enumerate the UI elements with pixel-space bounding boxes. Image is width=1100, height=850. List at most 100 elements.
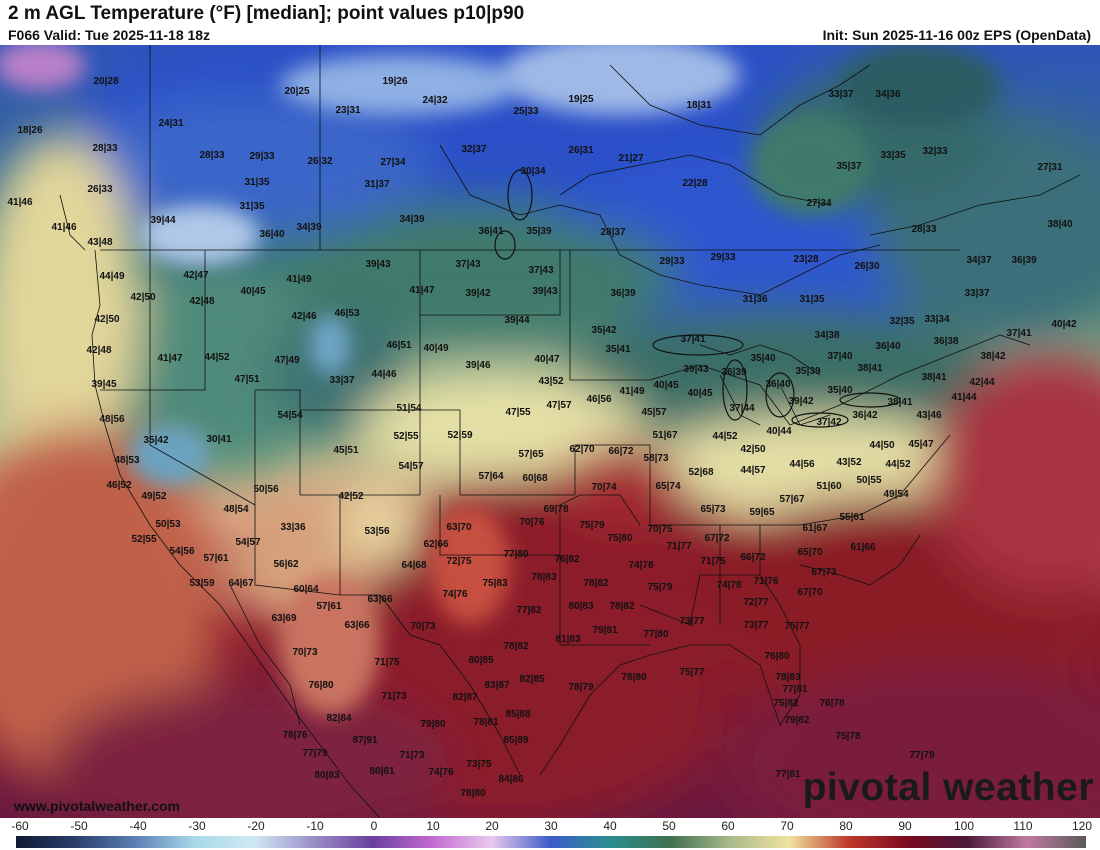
- point-value: 48|53: [114, 455, 140, 466]
- point-value: 60|64: [293, 584, 319, 595]
- point-value: 70|76: [519, 517, 545, 528]
- point-value: 78|82: [503, 641, 529, 652]
- temperature-map[interactable]: 20|28 18|26 28|33 24|31 20|25 19|26 24|32 23|31…: [0, 45, 1100, 818]
- point-value: 19|25: [568, 94, 594, 105]
- point-value: 39|44: [150, 215, 176, 226]
- point-value: 42|50: [740, 444, 766, 455]
- point-value: 20|25: [284, 86, 310, 97]
- point-value: 45|57: [641, 407, 667, 418]
- point-value: 37|40: [827, 351, 853, 362]
- point-value: 50|56: [253, 484, 279, 495]
- point-value: 39|42: [465, 288, 491, 299]
- point-value: 77|79: [302, 748, 328, 759]
- point-value: 34|37: [966, 255, 992, 266]
- point-value: 37|41: [1006, 328, 1032, 339]
- point-value: 42|48: [189, 296, 215, 307]
- point-value: 18|31: [686, 100, 712, 111]
- point-value: 79|81: [592, 625, 618, 636]
- point-value: 38|41: [921, 372, 947, 383]
- point-value: 44|49: [99, 271, 125, 282]
- point-value: 49|54: [883, 489, 909, 500]
- point-value: 24|31: [158, 118, 184, 129]
- point-value: 53|56: [364, 526, 390, 537]
- point-value: 65|70: [797, 547, 823, 558]
- point-value: 36|39: [1011, 255, 1037, 266]
- point-value: 41|46: [7, 197, 33, 208]
- point-value: 83|87: [484, 680, 510, 691]
- point-value: 60|68: [522, 473, 548, 484]
- point-value: 33|34: [924, 314, 950, 325]
- point-value: 35|42: [143, 435, 169, 446]
- point-value: 67|73: [811, 567, 837, 578]
- point-value: 31|35: [239, 201, 265, 212]
- point-value: 36|41: [478, 226, 504, 237]
- borders: [59, 45, 1081, 818]
- point-value: 47|51: [234, 374, 260, 385]
- point-value: 57|67: [779, 494, 805, 505]
- point-value: 39|43: [365, 259, 391, 270]
- point-value: 41|46: [51, 222, 77, 233]
- point-value: 52|59: [447, 430, 473, 441]
- point-value: 70|75: [647, 524, 673, 535]
- point-value: 40|47: [534, 354, 560, 365]
- point-value: 47|57: [546, 400, 572, 411]
- point-value: 23|28: [793, 254, 819, 265]
- point-value: 77|79: [909, 750, 935, 761]
- point-value: 57|65: [518, 449, 544, 460]
- point-value: 26|30: [854, 261, 880, 272]
- point-value: 74|76: [442, 589, 468, 600]
- point-value: 54|57: [398, 461, 424, 472]
- point-value: 50|55: [856, 475, 882, 486]
- point-value: 50|53: [155, 519, 181, 530]
- point-value: 52|55: [393, 431, 419, 442]
- point-value: 33|37: [828, 89, 854, 100]
- point-value: 61|67: [802, 523, 828, 534]
- point-value: 35|39: [795, 366, 821, 377]
- point-value: 45|47: [908, 439, 934, 450]
- point-value: 36|40: [259, 229, 285, 240]
- colorbar-tick: -20: [247, 819, 265, 833]
- point-value: 41|44: [951, 392, 977, 403]
- point-value: 70|74: [591, 482, 617, 493]
- point-value: 29|33: [659, 256, 685, 267]
- point-value: 43|48: [87, 237, 113, 248]
- site-url[interactable]: www.pivotalweather.com: [14, 798, 180, 814]
- point-value: 33|35: [880, 150, 906, 161]
- point-value: 71|77: [666, 541, 692, 552]
- point-value: 41|49: [286, 274, 312, 285]
- point-value: 78|80: [621, 672, 647, 683]
- point-value: 75|78: [835, 731, 861, 742]
- point-value: 30|34: [520, 166, 546, 177]
- point-value: 54|54: [277, 410, 303, 421]
- point-value: 75|77: [679, 667, 705, 678]
- point-value: 52|55: [131, 534, 157, 545]
- point-value: 70|73: [292, 647, 318, 658]
- point-value: 52|68: [688, 467, 714, 478]
- colorbar-tick: 90: [898, 819, 912, 833]
- point-value: 75|83: [482, 578, 508, 589]
- point-value: 64|67: [228, 578, 254, 589]
- colorbar-tick: 0: [370, 819, 378, 833]
- point-value: 41|47: [157, 353, 183, 364]
- point-value: 70|73: [410, 621, 436, 632]
- point-value: 47|55: [505, 407, 531, 418]
- point-value: 42|52: [338, 491, 364, 502]
- point-value: 29|33: [710, 252, 736, 263]
- point-value: 82|84: [326, 713, 352, 724]
- point-value: 63|66: [367, 594, 393, 605]
- colorbar-tick: -30: [188, 819, 206, 833]
- point-value: 77|81: [782, 684, 808, 695]
- colorbar-tick: 40: [603, 819, 617, 833]
- point-value: 76|82: [554, 554, 580, 565]
- point-value: 43|46: [916, 410, 942, 421]
- point-value: 57|61: [316, 601, 342, 612]
- point-value: 29|33: [249, 151, 275, 162]
- point-value: 78|81: [473, 717, 499, 728]
- point-value: 62|70: [569, 444, 595, 455]
- point-value: 39|42: [788, 396, 814, 407]
- point-value: 34|36: [875, 89, 901, 100]
- point-value: 62|66: [423, 539, 449, 550]
- point-value: 71|76: [753, 576, 779, 587]
- point-value: 75|79: [647, 582, 673, 593]
- point-value: 27|31: [1037, 162, 1063, 173]
